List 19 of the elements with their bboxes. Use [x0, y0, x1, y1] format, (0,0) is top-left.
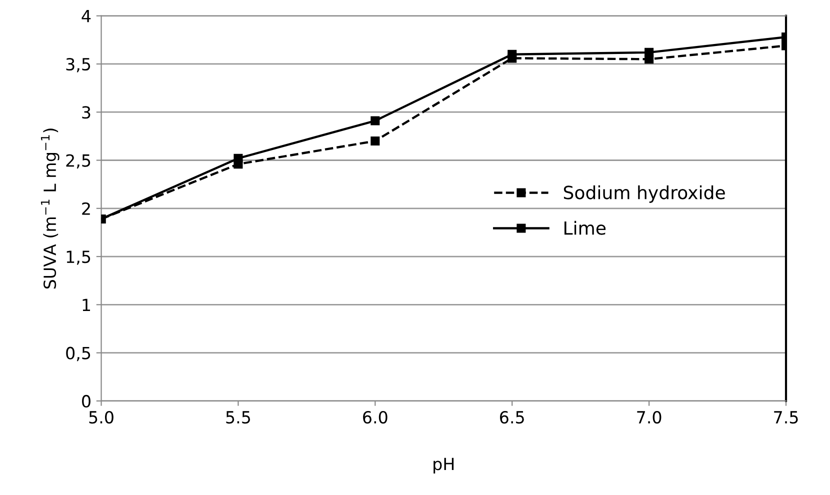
y-tick-label: 1,5 — [66, 250, 90, 265]
y-tick-label: 1 — [82, 298, 90, 312]
y-tick-label: 4 — [82, 10, 91, 22]
y-tick-label: 0,5 — [66, 346, 90, 362]
legend-label: Sodium hydroxide — [564, 185, 725, 203]
legend-label: Lime — [564, 220, 606, 235]
y-tick-label: 3,5 — [66, 58, 90, 72]
x-tick-label: 7.5 — [774, 411, 798, 424]
x-tick-label: 7.0 — [637, 410, 662, 424]
x-tick-label: 6.5 — [500, 410, 524, 424]
x-tick-label: 5.0 — [89, 410, 114, 424]
x-tick-label: 6.0 — [363, 410, 388, 424]
y-tick-label: 3 — [82, 106, 90, 119]
y-tick-label: 2 — [82, 202, 90, 215]
y-axis-title: SUVA (m$^{−1}$ L mg$^{−1}$) — [40, 128, 60, 289]
y-tick-label: 0 — [82, 394, 90, 408]
x-axis-title: pH — [434, 458, 454, 474]
y-tick-label: 2,5 — [66, 154, 90, 169]
x-tick-label: 5.5 — [226, 411, 250, 424]
